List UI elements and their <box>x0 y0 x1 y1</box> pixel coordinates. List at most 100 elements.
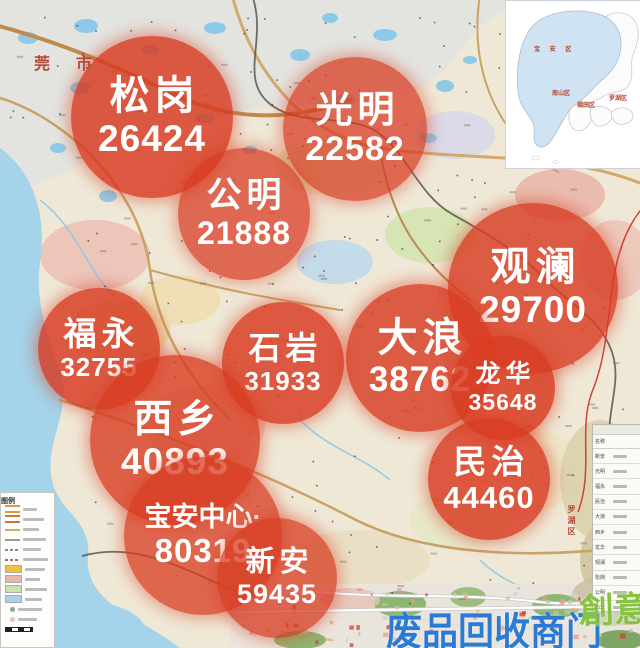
inset-label-nanshan-district: 南山区 <box>552 91 571 97</box>
table-row: 公明 <box>593 586 640 601</box>
table-row-value-blob <box>613 515 627 519</box>
legend-row <box>5 544 52 554</box>
table-row: 民治 <box>593 495 640 510</box>
district-value: 21888 <box>197 215 291 252</box>
table-row-value-blob <box>613 484 627 488</box>
legend-label-blob <box>25 567 45 571</box>
table-row-value-blob <box>613 530 627 534</box>
district-table-panel: 名称 新安光明福永民治大浪西乡龙华观澜松岗公明石岩 <box>592 424 640 612</box>
district-name: 石岩 <box>248 329 323 366</box>
watermark-blue-text: 废品回收商门 <box>386 609 603 648</box>
legend-label-blob <box>18 617 37 621</box>
legend-row <box>5 584 52 594</box>
district-name: 公明 <box>206 176 287 216</box>
table-row-value-blob <box>613 500 627 504</box>
legend-label-blob <box>25 577 40 581</box>
map-legend-panel: 图例 <box>0 492 55 648</box>
legend-row <box>5 604 52 614</box>
legend-title: 图例 <box>1 498 15 505</box>
table-row-name: 大浪 <box>595 514 606 521</box>
table-row-name: 西乡 <box>595 529 606 536</box>
scale-bar <box>5 627 33 632</box>
legend-swatch <box>5 595 22 603</box>
district-bubble-minzhi: 民治 44460 <box>428 418 550 540</box>
legend-swatch <box>10 616 15 622</box>
table-row: 观澜 <box>593 555 640 571</box>
district-name: 新安 <box>245 545 314 578</box>
legend-swatch <box>5 515 20 523</box>
table-row-name: 松岗 <box>595 575 606 582</box>
legend-row <box>5 534 52 544</box>
legend-label-blob <box>23 537 46 541</box>
inset-label-futian-district: 福田区 <box>577 103 596 109</box>
legend-row <box>5 594 52 604</box>
inset-label-luohu-district: 罗湖区 <box>609 96 628 102</box>
inset-label-baoan-district: 宝 安 区 <box>534 47 576 53</box>
table-row-name: 石岩 <box>595 605 606 612</box>
table-row-name: 公明 <box>595 590 606 597</box>
legend-row <box>5 564 52 574</box>
district-value: 59435 <box>236 578 318 609</box>
table-row: 新安 <box>593 449 640 465</box>
district-name: 福永 <box>63 315 140 353</box>
legend-label-blob <box>25 587 47 591</box>
legend-swatch <box>5 505 20 513</box>
district-bubble-gongming: 公明 21888 <box>178 148 310 280</box>
district-value: 29700 <box>479 289 587 331</box>
table-row-value-blob <box>613 560 627 564</box>
legend-swatch <box>5 549 20 551</box>
table-title-strip <box>593 425 640 435</box>
inset-map-shapes <box>506 1 640 168</box>
legend-row <box>5 514 52 524</box>
legend-row <box>5 524 52 534</box>
shenzhen-inset-map: 宝 安 区南山区 福田区 罗湖区 <box>505 0 640 169</box>
district-name: 松岗 <box>109 74 200 119</box>
table-row: 松岗 <box>593 571 640 586</box>
watermark-green-text: 創意 <box>578 589 640 632</box>
legend-swatch <box>5 565 22 573</box>
legend-label-blob <box>23 507 37 511</box>
legend-label-blob <box>18 607 42 611</box>
table-row-name: 光明 <box>595 468 606 475</box>
district-name: 大浪 <box>377 316 468 361</box>
table-row-value-blob <box>613 591 627 595</box>
table-row-name: 观澜 <box>595 559 606 566</box>
table-row-name: 新安 <box>595 453 606 460</box>
table-row-name: 福永 <box>595 483 606 490</box>
district-value: 35648 <box>468 388 538 415</box>
legend-label-blob <box>23 547 41 551</box>
legend-label-blob <box>23 527 39 531</box>
table-row: 大浪 <box>593 510 640 525</box>
legend-swatch <box>10 606 15 612</box>
district-value: 22582 <box>305 130 405 169</box>
table-row: 福永 <box>593 479 640 495</box>
district-name: 龙华 <box>475 360 536 389</box>
table-row: 龙华 <box>593 540 640 556</box>
legend-swatch <box>5 539 20 541</box>
table-row-value-blob <box>613 606 627 610</box>
district-name: 观澜 <box>490 245 581 290</box>
district-name: 民治 <box>453 442 530 480</box>
legend-swatch <box>5 559 20 561</box>
district-bubble-xinan: 新安 59435 <box>217 518 337 638</box>
legend-row <box>5 574 52 584</box>
district-value: 44460 <box>443 479 535 515</box>
legend-swatch <box>5 529 20 531</box>
table-row-value-blob <box>613 454 627 458</box>
table-row-name: 民治 <box>595 499 606 506</box>
district-value: 31933 <box>244 365 322 396</box>
legend-row <box>5 554 52 564</box>
legend-label-blob <box>23 517 44 521</box>
luohu-vertical-label: 罗湖区 <box>567 505 576 538</box>
dongguan-label-char1: 莞 <box>34 56 51 73</box>
district-bubble-guangming: 光明 22582 <box>283 57 427 201</box>
table-row: 石岩 <box>593 601 640 612</box>
legend-row <box>5 504 52 514</box>
legend-swatch <box>5 585 22 593</box>
district-name: 宝安中心· <box>144 501 262 532</box>
table-header: 名称 <box>593 435 640 449</box>
table-row: 西乡 <box>593 525 640 541</box>
legend-label-blob <box>23 557 48 561</box>
